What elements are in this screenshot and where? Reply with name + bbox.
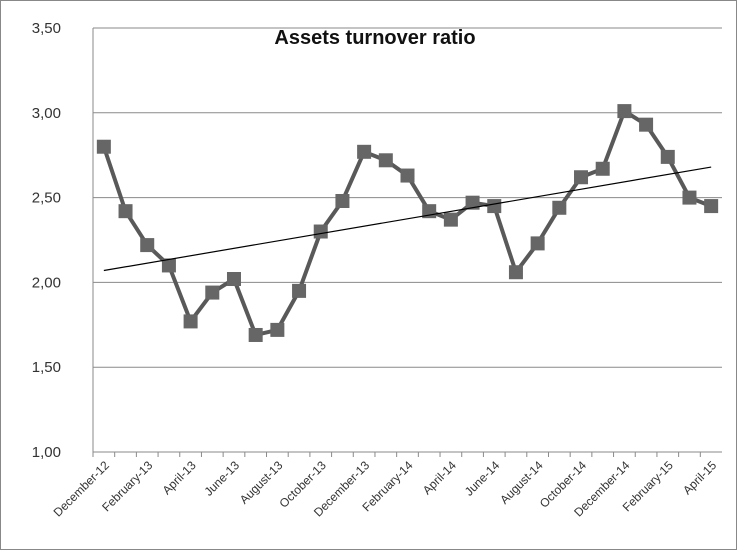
marker	[378, 153, 393, 168]
marker	[508, 265, 523, 280]
marker	[465, 195, 480, 210]
marker	[292, 283, 307, 298]
y-tick-label: 1,00	[32, 444, 61, 461]
marker	[313, 224, 328, 239]
marker	[96, 139, 111, 154]
marker	[443, 212, 458, 227]
marker	[400, 168, 415, 183]
marker	[660, 149, 675, 164]
marker	[487, 199, 502, 214]
marker	[682, 190, 697, 205]
y-tick-label: 1,50	[32, 359, 61, 376]
marker	[205, 285, 220, 300]
trend-line	[103, 166, 712, 272]
marker	[248, 327, 263, 342]
marker	[270, 322, 285, 337]
y-tick-label: 2,50	[32, 190, 61, 207]
marker	[704, 199, 719, 214]
marker	[140, 238, 155, 253]
marker	[335, 193, 350, 208]
marker	[530, 236, 545, 251]
y-tick-label: 3,50	[32, 20, 61, 37]
marker	[183, 314, 198, 329]
marker	[617, 104, 632, 119]
chart-title: Assets turnover ratio	[274, 27, 475, 49]
y-tick-label: 2,00	[32, 274, 61, 291]
y-tick-label: 3,00	[32, 105, 61, 122]
marker	[161, 258, 176, 273]
marker	[357, 144, 372, 159]
marker	[552, 200, 567, 215]
marker	[639, 117, 654, 132]
marker	[226, 272, 241, 287]
marker	[595, 161, 610, 176]
marker	[118, 204, 133, 219]
marker	[574, 170, 589, 185]
